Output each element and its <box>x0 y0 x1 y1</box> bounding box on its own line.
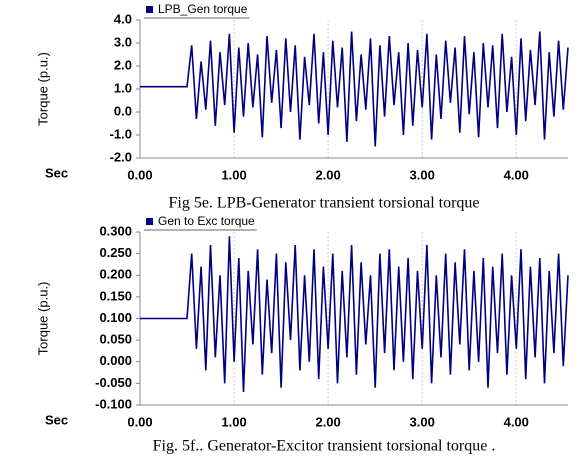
x-tick-label: 2.00 <box>315 414 340 429</box>
y-tick-label: 0.050 <box>99 332 132 347</box>
legend-swatch <box>146 218 153 225</box>
x-tick-label: 4.00 <box>504 414 529 429</box>
y-tick-label: -2.0 <box>110 149 132 164</box>
y-tick-label: 0.150 <box>99 288 132 303</box>
y-tick-label: 3.0 <box>114 34 132 49</box>
y-tick-label: 0.300 <box>99 223 132 238</box>
y-tick-label: 1.0 <box>114 80 132 95</box>
legend-label: LPB_Gen torque <box>158 2 248 16</box>
x-tick-label: 1.00 <box>221 167 246 182</box>
x-tick-label: 0.00 <box>127 167 152 182</box>
legend-swatch <box>146 6 153 13</box>
y-axis-label: Torque (p.u.) <box>35 52 50 126</box>
x-tick-label: 0.00 <box>127 414 152 429</box>
y-tick-label: 0.0 <box>114 103 132 118</box>
series-line <box>140 236 569 393</box>
y-tick-label: -0.050 <box>95 375 132 390</box>
x-tick-label: 4.00 <box>504 167 529 182</box>
x-tick-label: 3.00 <box>410 414 435 429</box>
y-tick-label: 0.100 <box>99 310 132 325</box>
y-tick-label: -0.100 <box>95 396 132 411</box>
x-tick-label: 2.00 <box>315 167 340 182</box>
series-line <box>140 31 569 147</box>
y-tick-label: 0.000 <box>99 353 132 368</box>
x-axis-label: Sec <box>45 412 68 427</box>
y-tick-label: 0.200 <box>99 267 132 282</box>
x-tick-label: 1.00 <box>221 414 246 429</box>
caption: Fig. 5f.. Generator-Excitor transient to… <box>153 438 496 455</box>
y-tick-label: 2.0 <box>114 57 132 72</box>
legend-label: Gen to Exc torque <box>158 214 255 228</box>
caption: Fig 5e. LPB-Generator transient torsiona… <box>168 195 479 212</box>
x-axis-label: Sec <box>45 165 68 180</box>
x-tick-label: 3.00 <box>410 167 435 182</box>
y-tick-label: 4.0 <box>114 11 132 26</box>
y-tick-label: 0.250 <box>99 245 132 260</box>
y-tick-label: -1.0 <box>110 126 132 141</box>
y-axis-label: Torque (p.u.) <box>35 282 50 356</box>
